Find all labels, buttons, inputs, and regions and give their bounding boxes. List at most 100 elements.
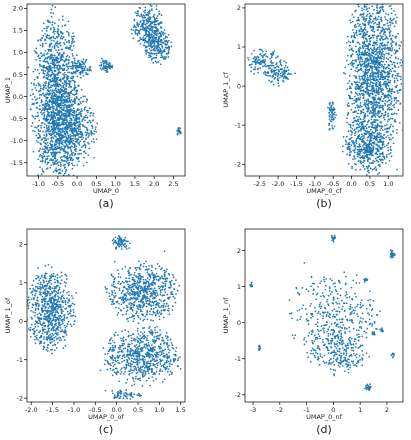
data-point <box>369 0 371 2</box>
y-tick-label: -1.0 <box>10 137 23 145</box>
data-point <box>54 81 57 84</box>
data-point <box>70 92 72 95</box>
data-point <box>361 86 364 89</box>
data-point <box>40 127 42 129</box>
data-point <box>385 153 388 156</box>
data-point <box>258 59 261 61</box>
data-point <box>287 73 289 76</box>
data-point <box>366 107 369 110</box>
data-point <box>364 75 367 78</box>
data-point <box>57 119 60 121</box>
points-a <box>27 4 182 176</box>
data-point <box>52 151 55 154</box>
data-point <box>146 51 149 53</box>
data-point <box>160 43 163 46</box>
data-point <box>77 66 80 69</box>
data-point <box>44 95 46 98</box>
data-point <box>389 96 392 98</box>
data-point <box>49 37 52 40</box>
data-point <box>367 99 370 102</box>
data-point <box>148 36 151 39</box>
data-point <box>62 64 65 67</box>
data-point <box>85 134 88 137</box>
data-point <box>357 105 360 107</box>
data-point <box>347 162 350 165</box>
y-tick-label: 1.0 <box>13 49 23 57</box>
data-point <box>369 77 371 79</box>
data-point <box>74 140 77 143</box>
data-point <box>367 119 370 122</box>
data-point <box>42 34 45 37</box>
data-point <box>350 36 353 39</box>
data-point <box>48 100 51 102</box>
data-point <box>72 139 75 142</box>
data-point <box>277 55 279 58</box>
data-point <box>179 130 182 133</box>
data-point <box>132 26 135 28</box>
data-point <box>350 48 353 51</box>
data-point <box>72 114 75 116</box>
data-point <box>360 92 363 95</box>
data-point <box>64 126 67 128</box>
data-point <box>77 138 79 140</box>
data-point <box>41 54 44 56</box>
data-point <box>379 129 382 131</box>
data-point <box>51 80 53 83</box>
data-point <box>259 63 262 65</box>
data-point <box>45 158 47 161</box>
data-point <box>163 48 166 51</box>
data-point <box>52 73 55 76</box>
data-point <box>383 31 386 34</box>
data-point <box>344 66 347 69</box>
data-point <box>379 110 382 113</box>
data-point <box>390 7 393 10</box>
data-point <box>151 40 154 43</box>
data-point <box>369 40 371 42</box>
data-point <box>38 104 41 107</box>
data-point <box>80 136 83 138</box>
data-point <box>346 117 348 120</box>
data-point <box>75 115 78 117</box>
data-point <box>394 36 397 39</box>
data-point <box>67 140 70 143</box>
data-point <box>75 97 78 100</box>
data-point <box>272 70 275 72</box>
data-point <box>367 102 370 105</box>
data-point <box>367 170 369 173</box>
data-point <box>359 159 361 162</box>
data-point <box>49 114 51 117</box>
data-point <box>145 14 148 17</box>
data-point <box>390 155 393 158</box>
data-point <box>344 72 347 75</box>
data-point <box>352 158 354 161</box>
data-point <box>44 42 47 45</box>
data-point <box>67 32 70 34</box>
data-point <box>376 39 378 42</box>
data-point <box>344 139 347 142</box>
data-point <box>80 88 83 91</box>
data-point <box>76 62 79 65</box>
data-point <box>367 166 369 168</box>
data-point <box>56 161 59 164</box>
data-point <box>381 89 383 91</box>
data-point <box>396 62 399 65</box>
data-point <box>155 47 158 50</box>
data-point <box>47 87 50 89</box>
data-point <box>150 5 153 8</box>
data-point <box>357 22 359 25</box>
data-point <box>360 75 363 78</box>
data-point <box>100 68 103 71</box>
data-point <box>58 92 61 95</box>
data-point <box>145 53 148 55</box>
data-point <box>272 64 275 67</box>
data-point <box>389 4 392 7</box>
data-point <box>73 57 75 60</box>
data-point <box>163 29 166 31</box>
data-point <box>380 19 383 22</box>
data-point <box>354 81 357 84</box>
data-point <box>378 107 381 109</box>
data-point <box>294 72 296 75</box>
data-point <box>96 122 99 125</box>
data-point <box>75 96 78 98</box>
data-point <box>351 29 354 31</box>
